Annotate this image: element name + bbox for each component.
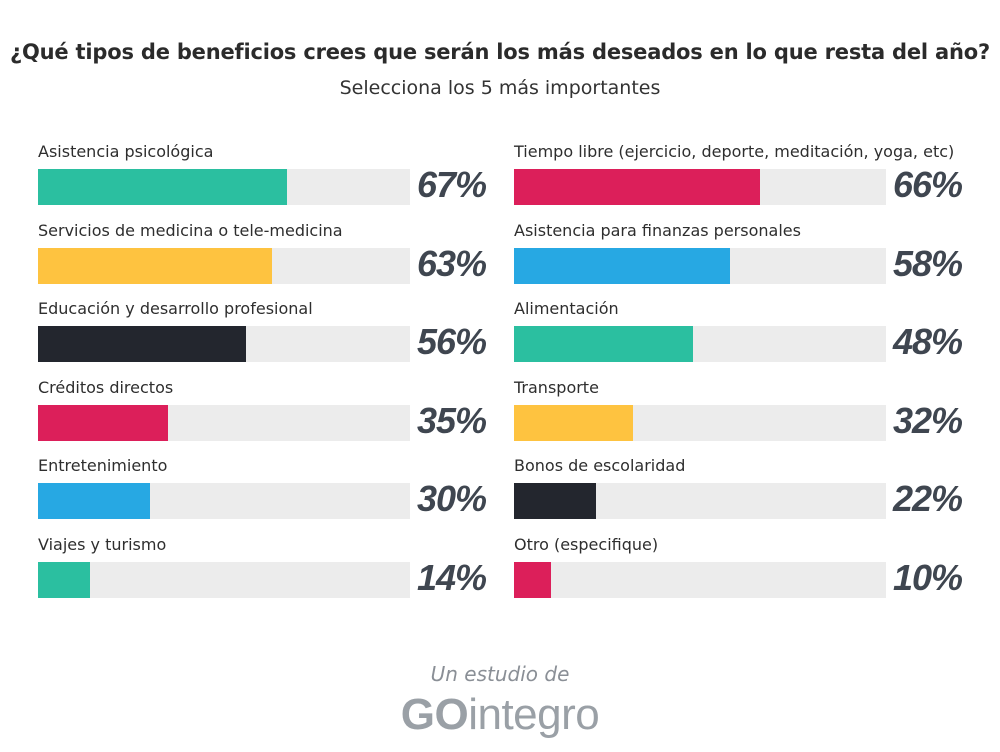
footer-credit: Un estudio de bbox=[430, 662, 570, 686]
bar-row: Transporte 32% bbox=[514, 378, 974, 448]
bar-row: Otro (especifique) 10% bbox=[514, 535, 974, 605]
bar-track bbox=[514, 483, 886, 519]
bar-row: Créditos directos 35% bbox=[38, 378, 498, 448]
bar-row: Servicios de medicina o tele-medicina 63% bbox=[38, 221, 498, 291]
bar-track bbox=[514, 404, 886, 441]
bar-category-label: Viajes y turismo bbox=[38, 534, 167, 554]
bar-fill bbox=[38, 326, 247, 362]
bar-value-label: 10% bbox=[892, 556, 963, 598]
bar-value-label: 48% bbox=[892, 321, 963, 362]
bar-track bbox=[38, 404, 410, 441]
bar-track bbox=[514, 169, 886, 205]
bar-track bbox=[38, 169, 410, 205]
bar-fill bbox=[38, 247, 273, 284]
bar-track bbox=[38, 326, 410, 362]
bar-fill bbox=[514, 404, 634, 441]
bar-row: Tiempo libre (ejercicio, deporte, medita… bbox=[514, 142, 974, 212]
chart-subtitle: Selecciona los 5 más importantes bbox=[339, 77, 661, 99]
brand-rest: integro bbox=[468, 690, 600, 739]
bar-track bbox=[38, 561, 410, 598]
bar-value-label: 56% bbox=[416, 321, 487, 362]
bar-row: Alimentación 48% bbox=[514, 299, 974, 369]
bar-fill bbox=[38, 404, 169, 441]
bar-track bbox=[38, 247, 410, 284]
bar-value-label: 67% bbox=[416, 164, 487, 205]
bar-category-label: Transporte bbox=[514, 377, 599, 397]
bar-fill bbox=[514, 326, 693, 362]
bar-value-label: 32% bbox=[892, 399, 963, 441]
bar-value-label: 66% bbox=[892, 164, 963, 205]
bar-category-label: Servicios de medicina o tele-medicina bbox=[38, 220, 343, 240]
bar-fill bbox=[38, 483, 150, 519]
bar-value-label: 22% bbox=[892, 478, 963, 519]
bar-fill bbox=[514, 483, 596, 519]
bar-track bbox=[514, 326, 886, 362]
bar-value-label: 58% bbox=[892, 242, 963, 284]
bar-track bbox=[514, 247, 886, 284]
bar-fill bbox=[38, 561, 91, 598]
bar-category-label: Créditos directos bbox=[38, 377, 174, 397]
bar-row: Entretenimiento 30% bbox=[38, 456, 498, 526]
bar-category-label: Asistencia para finanzas personales bbox=[514, 220, 801, 240]
bar-fill bbox=[514, 561, 552, 598]
bar-category-label: Alimentación bbox=[514, 299, 619, 318]
bar-fill bbox=[514, 247, 730, 284]
bar-category-label: Tiempo libre (ejercicio, deporte, medita… bbox=[514, 142, 955, 161]
bar-row: Educación y desarrollo profesional 56% bbox=[38, 299, 498, 369]
bar-value-label: 63% bbox=[416, 242, 487, 284]
bar-category-label: Entretenimiento bbox=[38, 456, 168, 475]
bar-track bbox=[38, 483, 410, 519]
bar-value-label: 35% bbox=[416, 399, 487, 441]
bar-row: Asistencia para finanzas personales 58% bbox=[514, 221, 974, 291]
bar-row: Viajes y turismo 14% bbox=[38, 535, 498, 605]
brand-go: GO bbox=[400, 690, 469, 739]
bar-value-label: 30% bbox=[416, 478, 487, 519]
brand-logo: GOintegro bbox=[0, 690, 1000, 740]
bar-category-label: Otro (especifique) bbox=[514, 534, 659, 554]
bar-category-label: Educación y desarrollo profesional bbox=[38, 299, 313, 318]
bar-row: Asistencia psicológica 67% bbox=[38, 142, 498, 212]
bar-fill bbox=[514, 169, 760, 205]
bar-track bbox=[514, 561, 886, 598]
bar-row: Bonos de escolaridad 22% bbox=[514, 456, 974, 526]
footer: Un estudio de GOintegro bbox=[0, 662, 1000, 740]
bar-category-label: Asistencia psicológica bbox=[38, 142, 214, 161]
bar-category-label: Bonos de escolaridad bbox=[514, 456, 686, 475]
bar-fill bbox=[38, 169, 288, 205]
bar-value-label: 14% bbox=[416, 556, 487, 598]
chart-title: ¿Qué tipos de beneficios crees que serán… bbox=[10, 40, 990, 64]
